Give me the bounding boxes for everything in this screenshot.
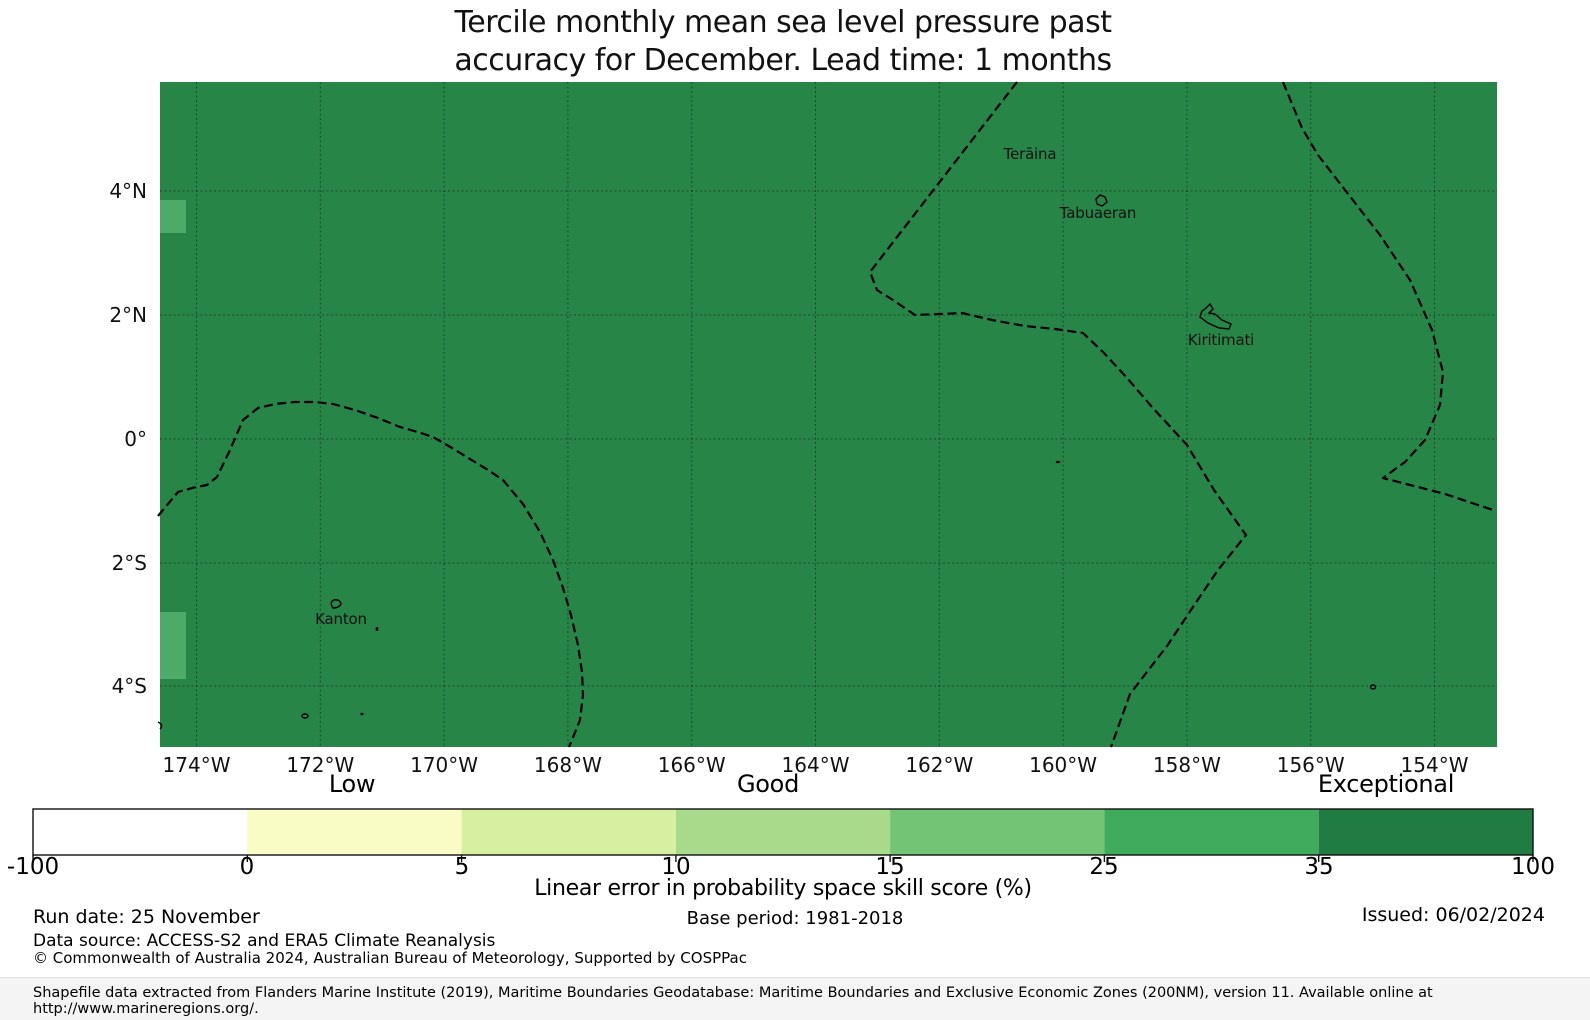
y-tick-label: 2°N	[109, 303, 147, 327]
x-tick-label: 162°W	[905, 753, 973, 777]
colorbar-tick-label: 15	[875, 854, 905, 880]
colorbar-segment	[461, 809, 676, 855]
contour-lines	[157, 81, 1497, 748]
grid-lines	[160, 82, 1497, 747]
colorbar-tick-label: 35	[1304, 854, 1334, 880]
island-kiritimati	[1199, 302, 1232, 330]
data-source-text: Data source: ACCESS-S2 and ERA5 Climate …	[33, 931, 496, 951]
x-tick-label: 174°W	[163, 753, 231, 777]
colorbar-tick-label: 0	[239, 854, 255, 880]
colorbar-axis-label: Linear error in probability space skill …	[534, 876, 1032, 901]
islet	[1055, 460, 1061, 464]
colorbar-segment	[675, 809, 891, 855]
map-background	[160, 82, 1497, 747]
category-label-low: Low	[328, 770, 376, 798]
colorbar	[32, 808, 1534, 862]
x-tick-label: 168°W	[534, 753, 602, 777]
colorbar-tick-label: 100	[1511, 854, 1555, 880]
colorbar-segments	[33, 809, 1533, 855]
chart-title-line1: Tercile monthly mean sea level pressure …	[454, 5, 1112, 40]
islet	[157, 721, 163, 730]
colorbar-tick-label: 25	[1089, 854, 1119, 880]
colorbar-tick-label: 10	[661, 854, 691, 880]
colorbar-segment	[890, 809, 1105, 855]
island-kanton	[330, 599, 342, 609]
x-axis-tick-labels: 174°W 172°W 170°W 168°W 166°W 164°W 162°…	[163, 753, 1469, 777]
contour-line	[868, 81, 1248, 748]
x-tick-label: 156°W	[1277, 753, 1345, 777]
y-tick-label: 4°S	[112, 674, 147, 698]
x-tick-label: 164°W	[782, 753, 850, 777]
colorbar-frame	[32, 808, 1534, 856]
islet	[1369, 684, 1377, 690]
colorbar-segment	[33, 809, 248, 855]
place-label-teraina: Terāina	[1003, 145, 1057, 163]
x-tick-label: 172°W	[286, 753, 354, 777]
y-tick-label: 4°N	[109, 179, 147, 203]
x-tick-label: 154°W	[1401, 753, 1469, 777]
base-period-text: Base period: 1981-2018	[686, 908, 904, 929]
colorbar-ticks	[32, 855, 1534, 862]
x-tick-label: 170°W	[410, 753, 478, 777]
y-axis-tick-labels: 4°N 2°N 0° 2°S 4°S	[109, 179, 147, 698]
category-label-good: Good	[737, 770, 799, 798]
shapefile-note-text: Shapefile data extracted from Flanders M…	[33, 985, 1433, 1017]
islet	[375, 627, 379, 631]
place-label-kanton: Kanton	[315, 610, 367, 628]
run-date-text: Run date: 25 November	[33, 906, 260, 928]
contour-line	[157, 400, 585, 748]
skill-patch	[160, 200, 186, 233]
island-outlines	[157, 194, 1377, 730]
category-label-exceptional: Exceptional	[1317, 770, 1455, 798]
chart-title-line2: accuracy for December. Lead time: 1 mont…	[454, 43, 1112, 78]
islet	[301, 713, 309, 719]
colorbar-segment	[247, 809, 462, 855]
contour-line	[1281, 81, 1497, 513]
chart-title: Tercile monthly mean sea level pressure …	[0, 4, 1566, 80]
x-tick-label: 166°W	[658, 753, 726, 777]
skill-patch	[160, 612, 186, 679]
place-label-tabuaeran: Tabuaeran	[1059, 204, 1136, 222]
x-tick-label: 160°W	[1029, 753, 1097, 777]
island-tabuaeran	[1095, 194, 1108, 207]
colorbar-segment	[1318, 809, 1533, 855]
y-tick-label: 2°S	[112, 551, 147, 575]
islet	[360, 712, 364, 716]
colorbar-tick-label: -100	[6, 854, 60, 880]
copyright-text: © Commonwealth of Australia 2024, Austra…	[33, 949, 747, 967]
shapefile-footer-band: Shapefile data extracted from Flanders M…	[0, 977, 1590, 1020]
y-tick-label: 0°	[124, 427, 147, 451]
skill-patches	[160, 200, 186, 679]
map-plot: Terāina Tabuaeran Kiritimati Kanton 174°…	[109, 81, 1497, 777]
place-label-kiritimati: Kiritimati	[1188, 331, 1254, 349]
colorbar-tick-label: 5	[454, 854, 470, 880]
colorbar-segment	[1104, 809, 1319, 855]
x-tick-label: 158°W	[1153, 753, 1221, 777]
issued-date-text: Issued: 06/02/2024	[1361, 904, 1545, 926]
